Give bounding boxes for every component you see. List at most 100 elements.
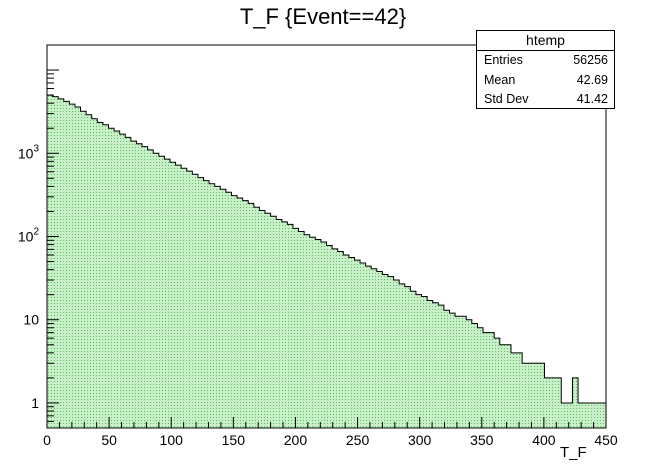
histogram-bar bbox=[555, 377, 562, 428]
histogram-bar bbox=[164, 159, 170, 429]
histogram-bar bbox=[63, 101, 70, 428]
y-tick-label: 102 bbox=[18, 227, 40, 245]
histogram-bar bbox=[242, 200, 249, 428]
y-tick-label: 10 bbox=[23, 312, 39, 328]
histogram-bar bbox=[186, 171, 193, 428]
stats-value-entries: 56256 bbox=[573, 53, 608, 67]
histogram-bar bbox=[499, 344, 506, 428]
stats-row-mean: Mean 42.69 bbox=[477, 71, 614, 91]
x-tick-label: 0 bbox=[43, 432, 51, 448]
histogram-bar bbox=[449, 313, 456, 428]
histogram-bar bbox=[259, 210, 266, 428]
histogram-bar bbox=[158, 156, 165, 428]
histogram-bar bbox=[572, 377, 579, 428]
histogram-bar bbox=[360, 263, 366, 428]
histogram-bar bbox=[538, 363, 545, 428]
histogram-bar bbox=[97, 122, 103, 428]
histogram-bar bbox=[265, 213, 271, 428]
histogram-bar bbox=[527, 363, 534, 428]
histogram-bar bbox=[192, 174, 198, 428]
histogram-bar bbox=[483, 332, 489, 428]
histogram-bar bbox=[421, 296, 428, 428]
histogram-bar bbox=[382, 274, 388, 428]
histogram-bar bbox=[287, 224, 293, 428]
histogram-bar bbox=[52, 96, 59, 428]
histogram-bar bbox=[69, 104, 75, 428]
stats-row-entries: Entries 56256 bbox=[477, 51, 614, 71]
histogram-bar bbox=[119, 134, 126, 429]
stats-title: htemp bbox=[477, 31, 614, 51]
histogram-bar bbox=[80, 111, 87, 429]
histogram-bar bbox=[175, 165, 182, 428]
histogram-bar bbox=[466, 319, 472, 428]
histogram-bar bbox=[600, 402, 606, 428]
x-tick-label: 50 bbox=[101, 432, 117, 448]
histogram-bar bbox=[561, 402, 567, 428]
histogram-bar bbox=[114, 131, 120, 428]
histogram-bar bbox=[505, 344, 511, 428]
histogram-bar bbox=[326, 245, 333, 428]
histogram-bar bbox=[365, 266, 372, 428]
y-tick-label: 103 bbox=[18, 143, 40, 161]
histogram-bar bbox=[91, 118, 98, 429]
histogram-bar bbox=[516, 352, 523, 428]
stats-value-stddev: 41.42 bbox=[576, 92, 608, 106]
histogram-bar bbox=[443, 310, 450, 428]
histogram-bar bbox=[427, 300, 433, 428]
histogram-bar bbox=[393, 280, 400, 428]
histogram-bar bbox=[108, 128, 115, 428]
histogram-bar bbox=[153, 153, 159, 428]
stats-label-mean: Mean bbox=[484, 72, 516, 87]
histogram-bar bbox=[566, 402, 573, 428]
stats-label-entries: Entries bbox=[484, 53, 523, 67]
histogram-bar bbox=[231, 195, 238, 428]
histogram-bar bbox=[181, 168, 187, 428]
x-tick-label: 250 bbox=[346, 432, 370, 448]
histogram-bar bbox=[58, 98, 64, 429]
histogram-bar bbox=[197, 177, 204, 428]
histogram-bar bbox=[332, 248, 338, 428]
x-tick-label: 350 bbox=[470, 432, 494, 448]
histogram-bar bbox=[225, 192, 232, 428]
histogram-bar bbox=[86, 114, 92, 428]
stats-row-stddev: Std Dev 41.42 bbox=[477, 90, 614, 110]
histogram-bar bbox=[471, 323, 478, 428]
histogram-bar bbox=[147, 149, 154, 429]
histogram-bar bbox=[304, 234, 310, 428]
x-tick-label: 100 bbox=[160, 432, 184, 448]
histogram-bar bbox=[74, 106, 81, 428]
histogram-bar bbox=[315, 239, 321, 428]
stats-value-mean: 42.69 bbox=[576, 72, 608, 87]
stats-box: htemp Entries 56256 Mean 42.69 Std Dev 4… bbox=[476, 30, 615, 109]
histogram-bar bbox=[494, 338, 500, 428]
histogram-bar bbox=[348, 257, 355, 428]
x-tick-label: 150 bbox=[222, 432, 246, 448]
x-tick-label: 450 bbox=[594, 432, 618, 448]
histogram-bar bbox=[292, 228, 299, 428]
histogram-bar bbox=[376, 271, 383, 428]
histogram-bar bbox=[248, 203, 254, 428]
histogram-bar bbox=[404, 286, 411, 428]
histogram-bar bbox=[125, 137, 131, 428]
y-tick-label: 1 bbox=[31, 395, 39, 411]
histogram-bar bbox=[522, 363, 528, 428]
histogram-bar bbox=[488, 332, 495, 428]
histogram-bar bbox=[169, 162, 176, 429]
histogram-bar bbox=[550, 377, 556, 428]
histogram-bar bbox=[438, 305, 444, 428]
histogram-bar bbox=[281, 221, 288, 428]
histogram-bar bbox=[237, 198, 243, 428]
histogram-bar bbox=[298, 231, 305, 428]
histogram-bar bbox=[214, 186, 221, 428]
x-axis-title: T_F bbox=[560, 444, 587, 461]
histogram-bar bbox=[130, 141, 137, 428]
histogram-bar bbox=[387, 276, 394, 428]
histogram-bar bbox=[477, 327, 484, 428]
histogram-bar bbox=[343, 254, 349, 428]
histogram-bar bbox=[533, 363, 539, 428]
histogram-bar bbox=[320, 241, 327, 428]
histogram-bar bbox=[455, 316, 461, 428]
x-tick-label: 400 bbox=[532, 432, 556, 448]
histogram-bar bbox=[354, 260, 361, 428]
histogram-bar bbox=[410, 291, 416, 428]
